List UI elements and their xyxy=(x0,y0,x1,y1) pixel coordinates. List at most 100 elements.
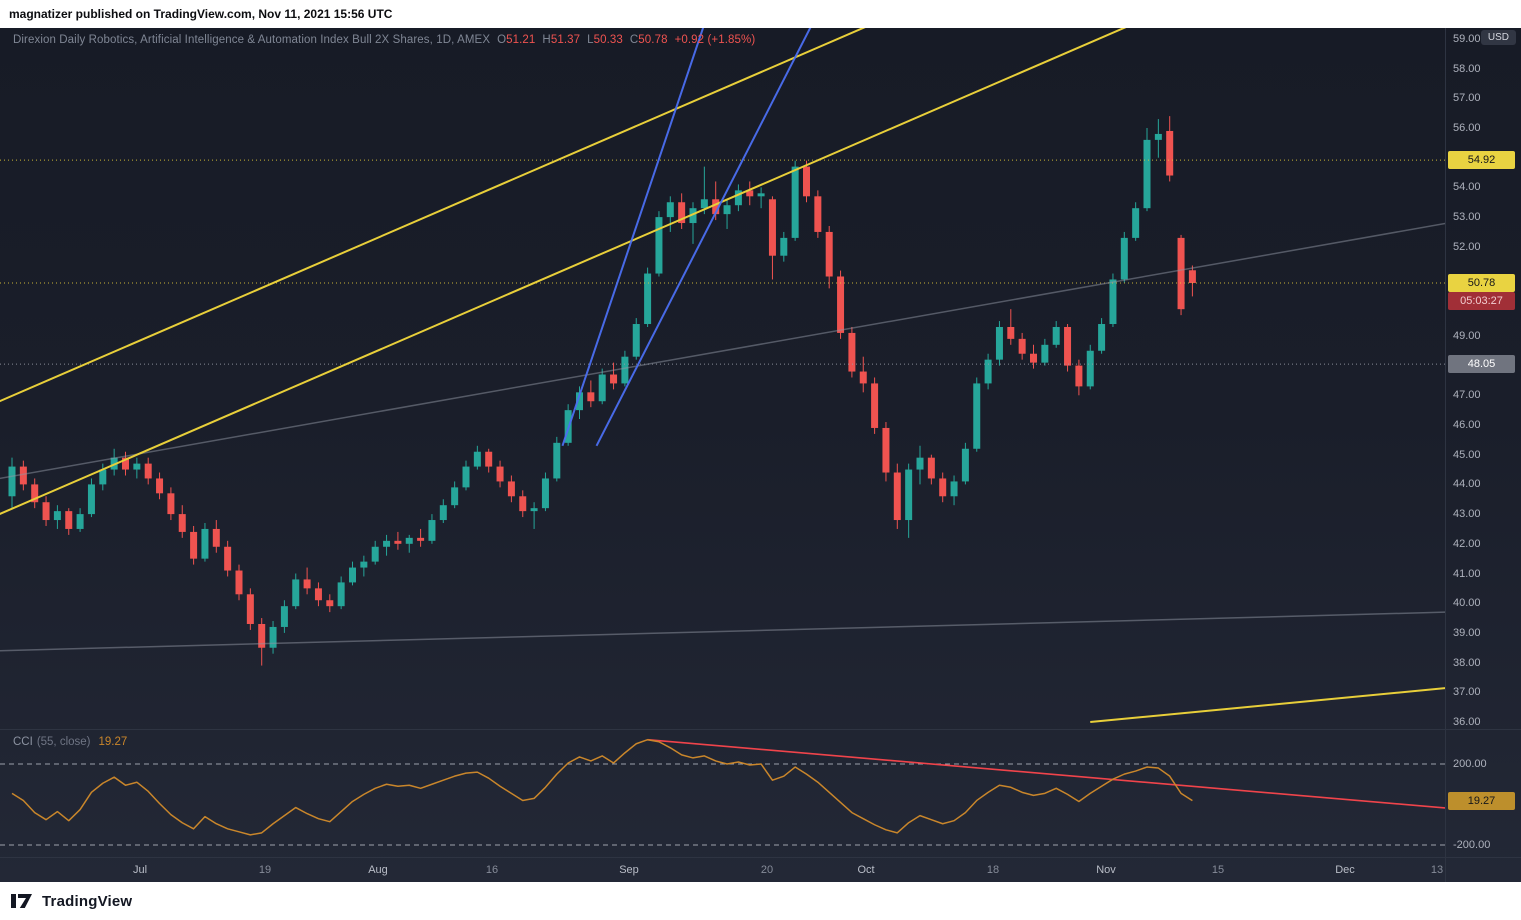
gray-level-label-4805: 48.05 xyxy=(1448,355,1515,374)
candle xyxy=(292,573,300,610)
candle xyxy=(723,199,731,229)
candle xyxy=(76,508,84,532)
candle xyxy=(553,436,561,482)
candle xyxy=(212,520,220,553)
candle xyxy=(99,463,107,491)
yellow-channel-upper[interactable] xyxy=(0,0,1147,403)
candle xyxy=(53,505,61,529)
candle xyxy=(178,505,186,538)
candle xyxy=(734,184,742,212)
candle xyxy=(1075,359,1083,396)
candle xyxy=(349,561,356,586)
chart-background xyxy=(0,28,1521,882)
last-price-label: 50.78 xyxy=(1448,274,1515,293)
candle xyxy=(1030,344,1037,369)
main-price-pane[interactable] xyxy=(0,0,1448,723)
yellow-level-label-5492: 54.92 xyxy=(1448,151,1515,170)
candle xyxy=(530,502,538,529)
candle xyxy=(314,582,322,607)
candle xyxy=(451,481,459,509)
countdown-label: 05:03:27 xyxy=(1448,292,1515,311)
time-tick: 18 xyxy=(986,864,1000,876)
yellow-channel-lower[interactable] xyxy=(0,3,1181,515)
blue-trendline-right[interactable] xyxy=(595,24,813,447)
cci-indicator-value: 19.27 xyxy=(98,736,128,748)
candle xyxy=(496,460,504,488)
candle xyxy=(1177,234,1185,316)
candle xyxy=(746,181,754,206)
ohlc-high-value: 51.37 xyxy=(550,34,581,46)
price-tick: 45.00 xyxy=(1453,448,1481,461)
price-tick: 47.00 xyxy=(1453,389,1481,402)
gray-trendline-upper[interactable] xyxy=(0,222,1448,480)
candle xyxy=(859,356,867,393)
symbol-title[interactable]: Direxion Daily Robotics, Artificial Inte… xyxy=(13,34,491,46)
ohlc-open-key: O xyxy=(497,34,507,46)
brand-text[interactable]: TradingView xyxy=(42,892,133,910)
candle xyxy=(973,377,981,452)
candle xyxy=(848,326,856,378)
candle xyxy=(1064,324,1072,372)
time-tick: Jul xyxy=(132,864,148,876)
candle xyxy=(541,472,549,512)
time-axis[interactable]: Jul 19 Aug 16 Sep 20 Oct 18 Nov 15 Dec 13 xyxy=(0,857,1445,882)
time-tick: 20 xyxy=(760,864,774,876)
price-tick: 56.00 xyxy=(1453,122,1481,134)
candle xyxy=(893,463,901,529)
candle xyxy=(1098,318,1106,354)
ohlc-open-value: 51.21 xyxy=(506,34,536,46)
candle xyxy=(65,508,73,535)
candle xyxy=(303,567,311,595)
candle xyxy=(1143,128,1151,212)
candle xyxy=(791,160,799,241)
cci-pane[interactable] xyxy=(0,738,1448,846)
gray-trendline-lower[interactable] xyxy=(0,611,1448,652)
price-tick: 57.00 xyxy=(1453,92,1481,105)
candle xyxy=(190,525,198,565)
time-tick: Dec xyxy=(1335,864,1355,876)
candle xyxy=(700,166,708,215)
ohlc-close-key: C xyxy=(629,34,639,46)
candle xyxy=(882,422,890,482)
blue-trendline-left[interactable] xyxy=(561,24,705,447)
candle xyxy=(144,457,152,485)
tradingview-logo-icon[interactable] xyxy=(11,893,33,909)
yellow-support-line[interactable] xyxy=(1090,687,1448,723)
price-tick: 44.00 xyxy=(1453,478,1481,491)
candle xyxy=(689,202,697,244)
candle xyxy=(417,528,425,547)
cci-indicator-name[interactable]: CCI xyxy=(13,736,33,748)
candle xyxy=(666,196,674,232)
candle xyxy=(803,160,810,203)
candle xyxy=(644,267,652,327)
candle xyxy=(1132,202,1140,241)
price-tick: 58.00 xyxy=(1453,62,1481,75)
candle xyxy=(42,496,50,526)
candle xyxy=(905,463,913,538)
price-axis[interactable]: USD 59.00 58.00 57.00 56.00 54.00 53.00 52.00 4… xyxy=(1445,0,1521,882)
candle xyxy=(383,534,391,556)
price-tick: 53.00 xyxy=(1453,211,1481,224)
cci-tick: 200.00 xyxy=(1453,758,1487,770)
candle xyxy=(871,377,879,434)
cci-line xyxy=(11,738,1193,836)
candle xyxy=(371,540,379,565)
candle xyxy=(110,448,118,476)
candle xyxy=(1086,344,1094,390)
candle xyxy=(280,600,288,633)
candle xyxy=(632,318,640,360)
candle xyxy=(598,368,606,405)
candle xyxy=(655,211,663,277)
price-tick: 49.00 xyxy=(1453,329,1481,342)
candle xyxy=(326,594,334,613)
cci-divergence-line[interactable] xyxy=(647,738,1448,809)
attribution-bar: magnatizer published on TradingView.com,… xyxy=(0,0,1521,28)
time-tick: 13 xyxy=(1430,864,1444,876)
candle xyxy=(246,588,254,630)
currency-toggle-button[interactable]: USD xyxy=(1480,30,1516,45)
candle xyxy=(167,487,175,521)
time-tick: Sep xyxy=(619,864,639,876)
candle xyxy=(587,380,595,408)
cci-legend: CCI (55, close) 19.27 xyxy=(13,736,127,748)
